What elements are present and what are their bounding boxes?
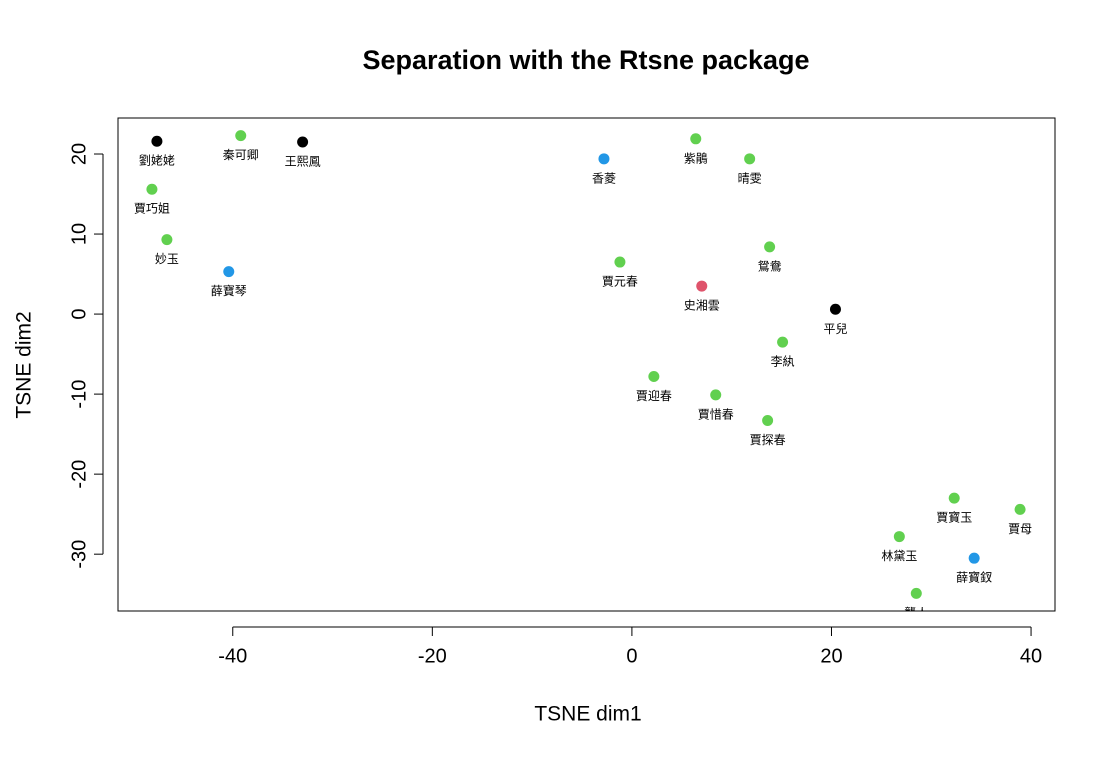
point-label: 賈巧姐 [134, 202, 170, 216]
point [598, 153, 610, 165]
point [161, 234, 173, 246]
chart-title: Separation with the Rtsne package [362, 45, 809, 75]
point-label: 史湘雲 [684, 298, 720, 313]
point-label: 賈元春 [602, 275, 638, 289]
point-label: 香菱 [592, 171, 616, 185]
point-label: 妙玉 [155, 252, 179, 266]
points-layer: 劉姥姥 秦可卿王熙鳳賈巧姐妙玉薛寶琴 香菱 紫鵑晴雯鴛鴦賈元春史湘雲平兒李紈賈迎春賈惜… [134, 130, 1032, 620]
point-label: 李紈 [771, 354, 795, 369]
point-label: 晴雯 [738, 171, 762, 185]
point [777, 336, 789, 348]
point-label: 劉姥姥 [139, 153, 175, 168]
point [614, 256, 626, 268]
point-label: 薛寶釵 [956, 570, 992, 585]
point [968, 552, 980, 564]
point-label: 秦可卿 [223, 148, 259, 162]
x-tick-label: -40 [218, 645, 247, 667]
point-label: 賈惜春 [698, 407, 734, 421]
x-tick-label: -20 [418, 645, 447, 667]
y-tick-label: -30 [68, 540, 90, 569]
point-label: 王熙鳳 [285, 155, 321, 169]
y-tick-label: 20 [68, 143, 90, 165]
point-label: 林黛玉 [881, 549, 917, 563]
point [744, 153, 756, 165]
y-tick-label: -10 [68, 380, 90, 409]
x-tick-label: 0 [626, 645, 637, 667]
plot-box [117, 117, 1056, 612]
y-tick-label: -20 [68, 460, 90, 489]
point-label: 鴛鴦 [758, 258, 782, 273]
point [235, 130, 247, 142]
point [829, 303, 841, 315]
point-label: 襲人 [904, 605, 928, 620]
y-axis-label: TSNE dim2 [13, 311, 36, 418]
x-axis-label: TSNE dim1 [534, 703, 641, 726]
x-tick-label: 40 [1020, 645, 1042, 667]
point-label: 薛寶琴 [211, 283, 247, 298]
point [710, 389, 722, 401]
point [297, 136, 309, 148]
y-tick-label: 10 [68, 223, 90, 245]
x-tick-label: 20 [820, 645, 842, 667]
point [948, 492, 960, 504]
point-label: 賈迎春 [636, 389, 672, 403]
point-label: 賈母 [1008, 522, 1032, 536]
point [764, 241, 776, 253]
point [648, 371, 660, 383]
point [146, 183, 158, 195]
point [696, 280, 708, 292]
point [151, 135, 163, 147]
point-label: 平兒 [823, 322, 847, 336]
point [1014, 503, 1026, 515]
point [223, 266, 235, 278]
point [893, 531, 905, 543]
point [910, 587, 922, 599]
point [690, 133, 702, 145]
point-label: 賈探春 [750, 433, 786, 447]
point [762, 415, 774, 427]
point-label: 賈寶玉 [936, 510, 972, 525]
point-label: 紫鵑 [684, 151, 708, 165]
y-tick-label: 0 [68, 309, 90, 320]
